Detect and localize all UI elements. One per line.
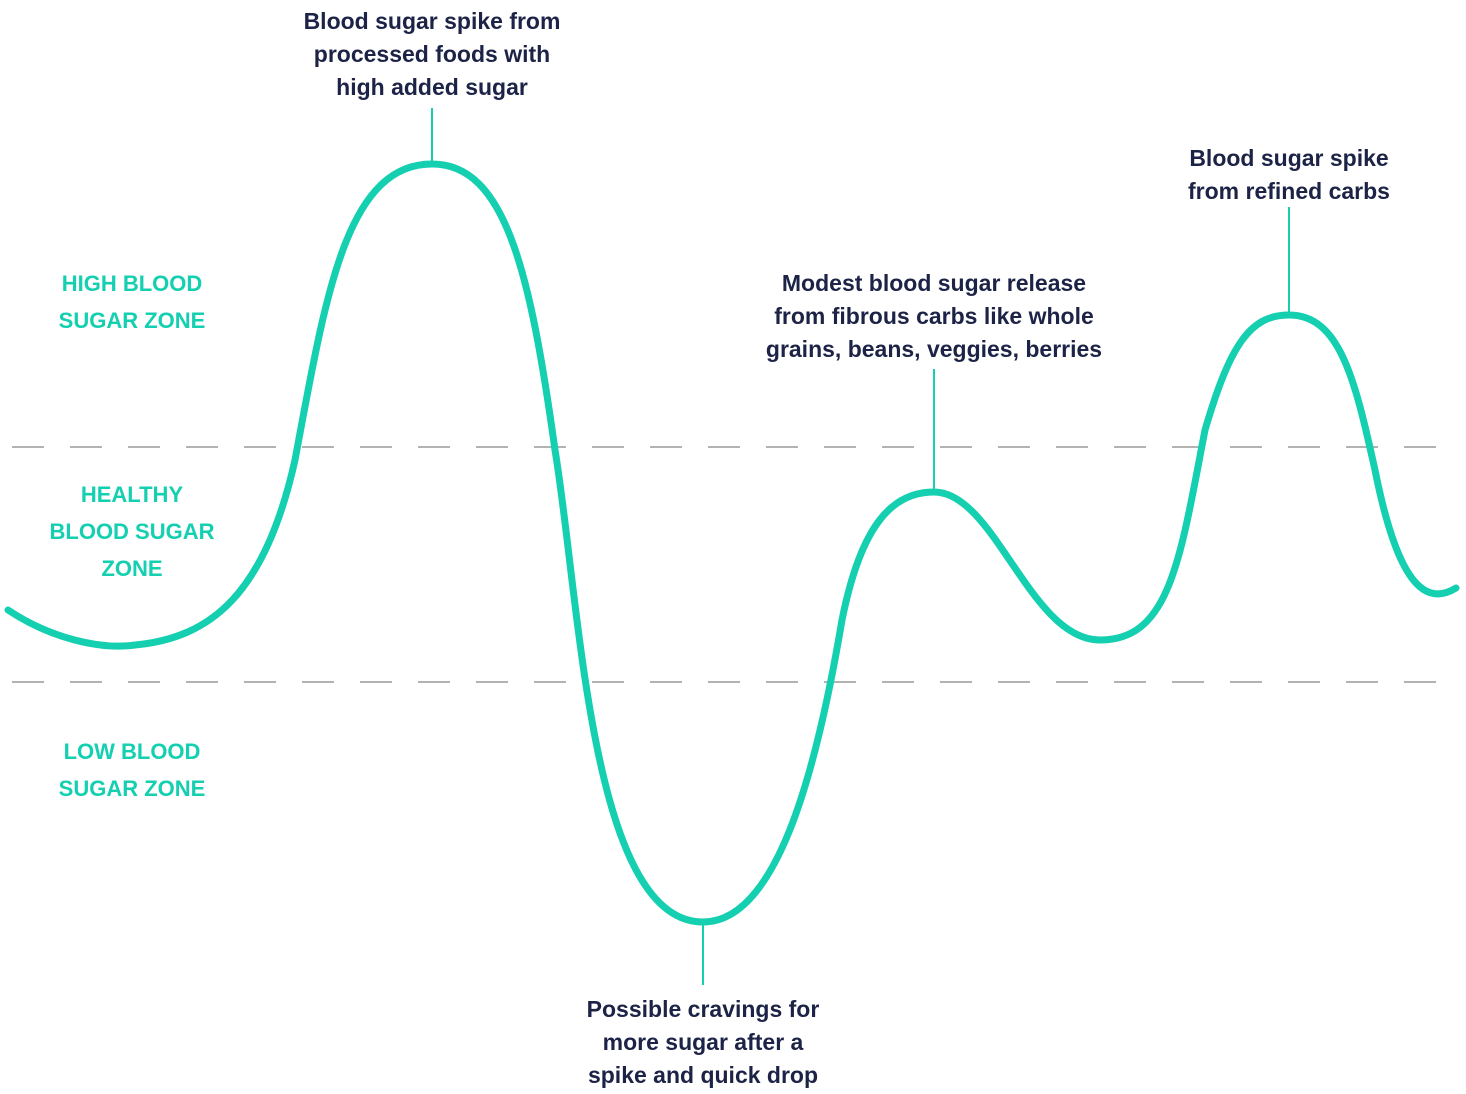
refined-spike-callout: Blood sugar spike from refined carbs — [1188, 145, 1390, 204]
low-zone-label: LOW BLOOD SUGAR ZONE — [58, 739, 206, 801]
blood-sugar-curve — [4, 160, 1460, 926]
cravings-callout: Possible cravings for more sugar after a… — [586, 996, 820, 1088]
healthy-zone-label: HEALTHY BLOOD SUGAR ZONE — [49, 482, 215, 581]
processed-spike-callout: Blood sugar spike from processed foods w… — [303, 8, 561, 100]
high-zone-label: HIGH BLOOD SUGAR ZONE — [58, 271, 206, 333]
fibrous-release-callout: Modest blood sugar release from fibrous … — [765, 270, 1103, 362]
